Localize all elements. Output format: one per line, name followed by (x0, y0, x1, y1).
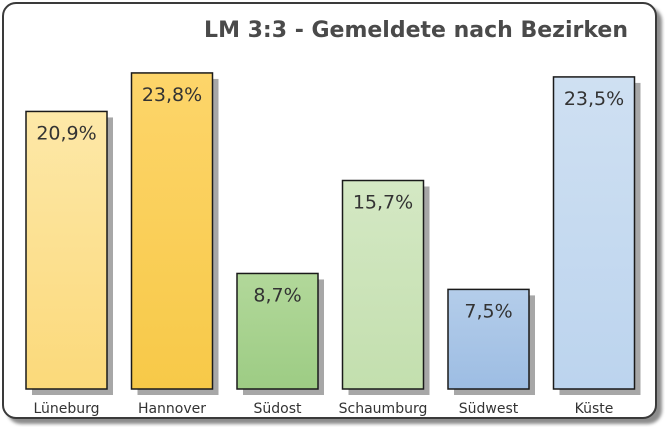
value-label-hannover: 23,8% (142, 84, 202, 106)
bar-schaumburg (341, 179, 425, 390)
x-tick-label-suedwest: Südwest (459, 401, 519, 417)
bars-group (25, 72, 636, 390)
x-tick-label-hannover: Hannover (138, 401, 206, 417)
x-tick-label-suedost: Südost (254, 401, 303, 417)
bar-hannover (130, 72, 214, 390)
bar-kueste (552, 76, 636, 390)
chart-title: LM 3:3 - Gemeldete nach Bezirken (204, 18, 628, 43)
value-label-kueste: 23,5% (564, 88, 624, 110)
bar-suedost (236, 272, 319, 390)
x-tick-labels-group: Lüneburg Hannover Südost Schaumburg Südwest K… (33, 401, 613, 417)
bar-shadows (32, 78, 641, 396)
value-labels-group: 20,9% 23,8% 8,7% 15,7% 7,5% 23,5% (36, 84, 624, 322)
value-label-schaumburg: 15,7% (353, 192, 413, 214)
x-tick-label-lueneburg: Lüneburg (33, 401, 99, 417)
value-label-suedwest: 7,5% (464, 300, 512, 322)
bar-lueneburg (25, 110, 108, 390)
x-tick-label-kueste: Küste (575, 401, 614, 417)
bar-suedwest (447, 288, 530, 390)
x-tick-label-schaumburg: Schaumburg (339, 401, 428, 417)
value-label-suedost: 8,7% (253, 284, 301, 306)
value-label-lueneburg: 20,9% (36, 122, 96, 144)
